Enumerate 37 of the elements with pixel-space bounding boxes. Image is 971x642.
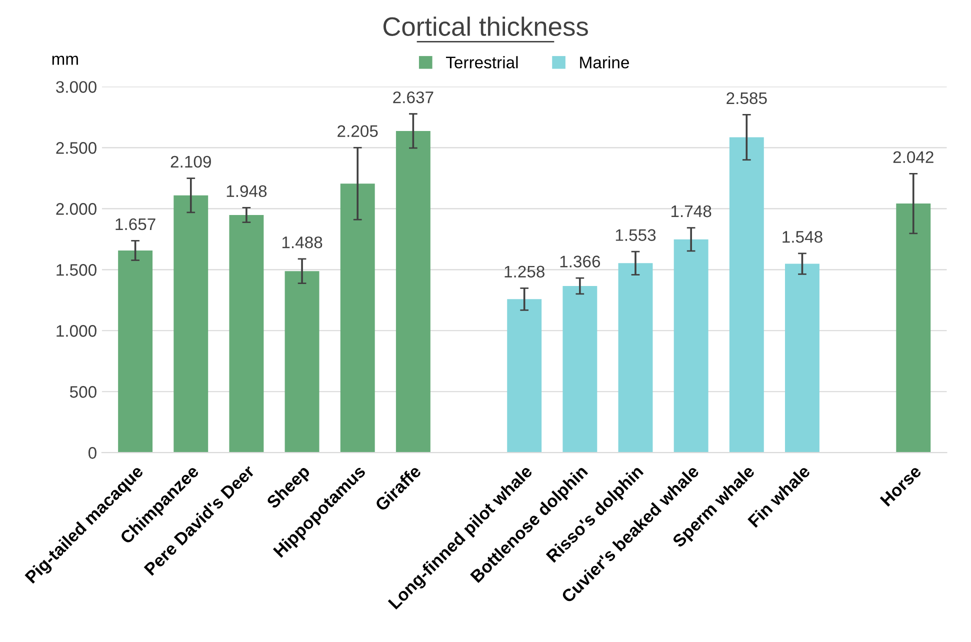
data-label: 1.748 bbox=[671, 205, 712, 218]
y-tick-label: 1.000 bbox=[56, 325, 96, 337]
bar bbox=[618, 263, 653, 453]
data-label: 1.366 bbox=[560, 256, 600, 268]
bar bbox=[340, 184, 375, 453]
legend-label: Terrestrial bbox=[446, 56, 518, 68]
y-tick-label: 1.500 bbox=[56, 264, 96, 276]
data-label: 1.258 bbox=[504, 266, 544, 278]
bar bbox=[896, 204, 931, 453]
data-label: 2.109 bbox=[170, 156, 211, 168]
data-label: 2.205 bbox=[338, 125, 378, 138]
bar bbox=[174, 195, 208, 453]
data-label: 2.042 bbox=[893, 151, 934, 164]
bar bbox=[674, 239, 708, 453]
data-label: 1.488 bbox=[282, 236, 322, 248]
y-axis-title: mm bbox=[52, 56, 78, 65]
y-tick-label: 2.500 bbox=[56, 142, 96, 154]
data-label: 1.657 bbox=[116, 218, 156, 230]
bar bbox=[729, 137, 764, 453]
bar bbox=[784, 264, 820, 453]
y-tick-label: 500 bbox=[70, 386, 96, 398]
data-label: 1.948 bbox=[226, 185, 267, 198]
legend-label: Marine bbox=[580, 56, 629, 68]
bar bbox=[562, 286, 598, 453]
bar bbox=[507, 299, 542, 453]
bar bbox=[284, 271, 320, 453]
bar bbox=[229, 214, 264, 453]
data-label: 2.585 bbox=[726, 92, 767, 104]
data-label: 2.637 bbox=[393, 91, 434, 104]
y-tick-label: 0 bbox=[88, 447, 96, 459]
bar bbox=[118, 250, 153, 453]
bar bbox=[396, 130, 430, 453]
chart-title: Cortical thickness bbox=[383, 16, 588, 36]
y-tick-label: 3.000 bbox=[56, 81, 96, 93]
data-label: 1.548 bbox=[782, 231, 822, 243]
y-tick-label: 2.000 bbox=[56, 203, 96, 215]
data-label: 1.553 bbox=[616, 229, 656, 241]
